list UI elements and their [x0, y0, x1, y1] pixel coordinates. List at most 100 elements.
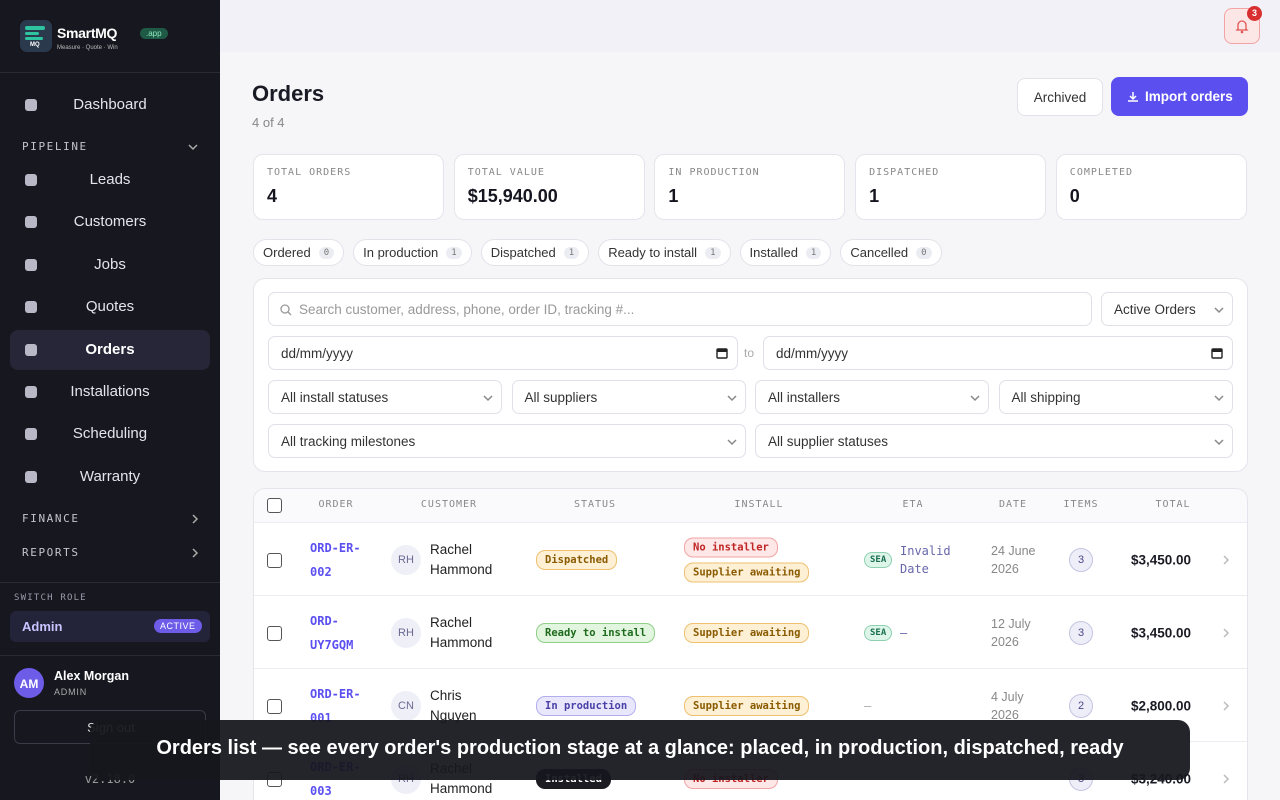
chevron — [726, 395, 737, 402]
status-chip[interactable]: Cancelled 0 — [840, 239, 942, 266]
select[interactable]: All shipping — [998, 380, 1233, 414]
calendar-icon-shape — [717, 349, 727, 352]
nav-icon — [25, 301, 37, 314]
nav-icon — [25, 174, 37, 186]
chevron-shape — [192, 514, 199, 524]
install-cell: Supplier awaiting — [684, 623, 810, 643]
status-chip[interactable]: Dispatched 1 — [480, 239, 590, 266]
column-header: STATUS — [573, 499, 617, 510]
divider — [0, 72, 220, 73]
topbar — [220, 0, 1280, 52]
select[interactable]: All suppliers — [511, 380, 746, 414]
divider — [0, 582, 220, 583]
chevron — [970, 395, 980, 402]
status-chips: Ordered 0 In production 1 Dispatched 1 Ready t… — [253, 239, 942, 266]
nav-item[interactable]: Jobs — [10, 245, 210, 285]
bell-icon — [1235, 20, 1249, 34]
section-title[interactable]: FINANCE — [22, 512, 80, 525]
nav-label: Customers — [73, 213, 147, 231]
status-chip[interactable]: Installed 1 — [739, 239, 832, 266]
nav-item[interactable]: Leads — [10, 160, 210, 200]
field-text: dd/mm/yyyy — [776, 346, 849, 361]
select[interactable]: All supplier statuses — [755, 424, 1233, 458]
date: 12 July 2026 — [991, 617, 1031, 649]
install-cell: Supplier awaiting — [684, 696, 810, 716]
date-input[interactable]: dd/mm/yyyy — [763, 336, 1233, 370]
checkbox[interactable] — [267, 553, 282, 568]
checkbox[interactable] — [267, 699, 282, 714]
nav-icon — [25, 99, 37, 111]
stat-card: COMPLETED 0 — [1055, 154, 1247, 220]
import-button[interactable]: Import orders — [1111, 77, 1248, 116]
table-row[interactable] — [254, 596, 1247, 669]
status-badge: Dispatched — [536, 550, 618, 570]
status-chip[interactable]: In production 1 — [353, 239, 472, 266]
field-text: All tracking milestones — [281, 434, 416, 449]
select[interactable]: All install statuses — [268, 380, 502, 414]
nav-item[interactable]: Orders — [10, 329, 210, 370]
archived-button[interactable]: Archived — [1017, 78, 1103, 116]
order-id: ORD-ER-002 — [310, 541, 361, 579]
nav-item[interactable]: Customers — [10, 202, 210, 242]
column-header: TOTAL — [1155, 499, 1191, 510]
bell-icon-shape — [1240, 30, 1244, 34]
stat-value: 1 — [668, 186, 679, 206]
eta: — — [900, 626, 908, 640]
chevron — [1223, 701, 1230, 711]
date-separator: to — [744, 346, 755, 360]
chevron — [188, 144, 198, 151]
nav-item[interactable]: Dashboard — [10, 85, 210, 125]
nav-item[interactable]: Scheduling — [10, 414, 210, 454]
stat-value: 1 — [869, 186, 880, 206]
chip-count: 1 — [563, 246, 580, 259]
logo-shape — [25, 37, 43, 40]
search-icon-shape — [280, 304, 290, 314]
nav-item[interactable]: Installations — [10, 372, 210, 412]
select[interactable]: All installers — [755, 380, 989, 414]
status-badge: No installer — [684, 537, 778, 558]
field-text: All supplier statuses — [768, 434, 889, 449]
nav-icon-shape — [25, 258, 37, 271]
select[interactable]: Active Orders — [1101, 292, 1233, 326]
chip-label: Ready to install — [608, 245, 698, 260]
stat-card: IN PRODUCTION 1 — [654, 154, 846, 220]
customer-avatar: RH — [391, 545, 421, 575]
chevron-shape — [1223, 555, 1230, 565]
stat-card: TOTAL VALUE $15,940.00 — [453, 154, 645, 220]
chevron-shape — [1214, 439, 1224, 446]
order-id: ORD-UY7GQM — [310, 614, 354, 652]
field-text: dd/mm/yyyy — [281, 346, 354, 361]
nav-item[interactable]: Quotes — [10, 287, 210, 327]
logo-shape — [25, 26, 45, 30]
table-row[interactable] — [254, 523, 1247, 596]
tagline: Measure · Quote · Win — [57, 45, 118, 51]
user-role: ADMIN — [54, 687, 87, 697]
nav-icon-shape — [25, 216, 37, 229]
select[interactable]: All tracking milestones — [268, 424, 746, 458]
date-input[interactable]: dd/mm/yyyy — [268, 336, 738, 370]
checkbox[interactable] — [267, 626, 282, 641]
nav-icon — [25, 258, 37, 271]
caption-overlay: Orders list — see every order's producti… — [90, 720, 1190, 780]
page-title: Orders — [252, 81, 325, 106]
total: $2,800.00 — [1130, 698, 1191, 714]
status-chip[interactable]: Ready to install 1 — [598, 239, 731, 266]
sidebar: MQ SmartMQ .app Measure · Quote · Win Dashbo… — [0, 0, 220, 800]
section-title[interactable]: REPORTS — [22, 546, 80, 559]
chevron — [727, 439, 737, 446]
calendar-icon — [716, 348, 728, 359]
nav-icon-shape — [25, 386, 37, 398]
nav-icon-shape — [25, 174, 37, 186]
role-option[interactable]: Admin ACTIVE — [10, 611, 210, 642]
nav-icon — [25, 216, 37, 229]
chip-count: 0 — [318, 246, 335, 259]
status-chip[interactable]: Ordered 0 — [253, 239, 345, 266]
checkbox[interactable] — [267, 498, 282, 513]
chevron-shape — [188, 144, 198, 151]
chevron-shape — [1223, 774, 1230, 784]
customer-name: Rachel Hammond — [430, 542, 493, 577]
status-badge: Supplier awaiting — [684, 696, 810, 716]
nav-item[interactable]: Warranty — [10, 457, 210, 497]
search-input[interactable]: Search customer, address, phone, order I… — [268, 292, 1092, 326]
chip-count: 0 — [916, 246, 932, 259]
